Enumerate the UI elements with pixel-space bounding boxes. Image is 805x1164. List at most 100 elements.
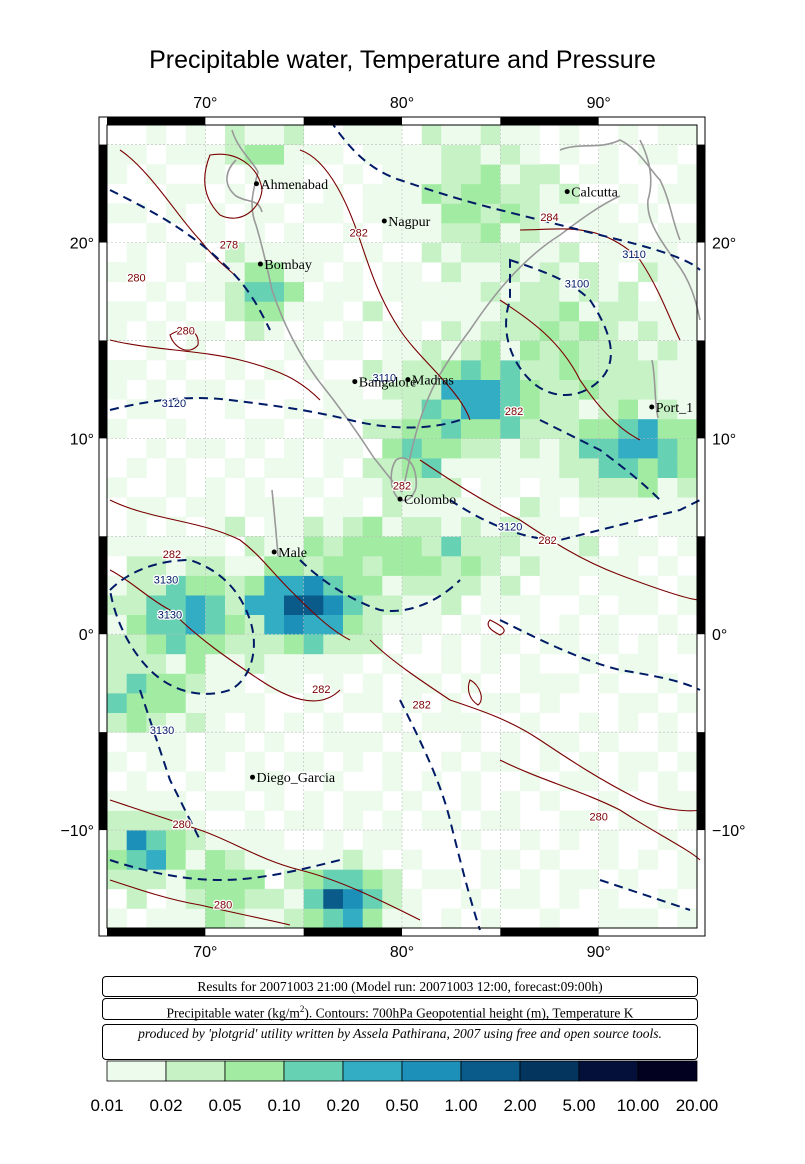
precipitable-water-cell <box>520 360 541 380</box>
precipitable-water-cell <box>500 849 521 870</box>
precipitable-water-cell <box>185 869 206 890</box>
frame-segment <box>99 340 107 439</box>
precipitable-water-cell <box>402 555 423 576</box>
precipitable-water-cell <box>166 418 187 439</box>
precipitable-water-cell <box>677 438 698 459</box>
precipitable-water-cell <box>598 438 619 459</box>
precipitable-water-cell <box>421 438 442 459</box>
precipitable-water-cell <box>579 536 600 557</box>
precipitable-water-cell <box>107 673 128 694</box>
precipitable-water-cell <box>205 575 226 596</box>
precipitable-water-cell <box>382 771 403 792</box>
precipitable-water-cell <box>441 653 462 674</box>
precipitable-water-cell <box>500 360 521 380</box>
precipitable-water-cell <box>185 810 206 831</box>
precipitable-water-cell <box>441 516 462 537</box>
precipitable-water-cell <box>461 673 482 694</box>
precipitable-water-cell <box>441 125 462 145</box>
precipitable-water-cell <box>559 810 580 831</box>
precipitable-water-cell <box>323 242 344 263</box>
precipitable-water-cell <box>539 281 560 302</box>
precipitable-water-cell <box>244 497 265 518</box>
precipitable-water-cell <box>441 751 462 772</box>
precipitable-water-cell <box>205 222 226 243</box>
lat-tick-label: 20° <box>70 236 94 253</box>
precipitable-water-cell <box>638 536 659 557</box>
precipitable-water-cell <box>284 634 305 655</box>
precipitable-water-cell <box>500 262 521 283</box>
precipitable-water-cell <box>677 477 698 498</box>
precipitable-water-cell <box>126 144 147 165</box>
frame-segment <box>303 928 402 936</box>
precipitable-water-cell <box>185 771 206 792</box>
precipitable-water-cell <box>480 320 501 341</box>
contour-label: 282 <box>538 535 556 547</box>
precipitable-water-cell <box>638 634 659 655</box>
precipitable-water-cell <box>638 849 659 870</box>
precipitable-water-cell <box>323 849 344 870</box>
maldives <box>271 489 279 557</box>
precipitable-water-cell <box>657 614 678 635</box>
precipitable-water-cell <box>421 360 442 380</box>
precipitable-water-cell <box>500 242 521 263</box>
precipitable-water-cell <box>421 516 442 537</box>
precipitable-water-cell <box>303 301 324 322</box>
precipitable-water-cell <box>362 242 383 263</box>
lat-tick-label: −10° <box>712 823 746 840</box>
map-frame <box>98 116 706 937</box>
precipitable-water-cell <box>441 320 462 341</box>
precipitable-water-cell <box>421 144 442 165</box>
precipitable-water-cell <box>244 908 265 929</box>
precipitable-water-cell <box>185 320 206 341</box>
colorbar-tick-label: 0.50 <box>385 1096 419 1115</box>
contour-label: 284 <box>540 212 558 224</box>
precipitable-water-cell <box>126 732 147 753</box>
precipitable-water-cell <box>657 144 678 165</box>
precipitable-water-cell <box>677 595 698 615</box>
precipitable-water-cell <box>382 497 403 518</box>
precipitable-water-cell <box>303 869 324 890</box>
precipitable-water-cell <box>480 653 501 674</box>
precipitable-water-cell <box>185 830 206 851</box>
precipitable-water-cell <box>539 183 560 204</box>
precipitable-water-cell <box>441 301 462 322</box>
precipitable-water-cell <box>480 908 501 929</box>
frame-segment <box>500 117 599 125</box>
precipitable-water-cell <box>323 595 344 615</box>
precipitable-water-cell <box>421 125 442 145</box>
contour-label: 280 <box>214 899 232 911</box>
precipitable-water-cell <box>657 183 678 204</box>
precipitable-water-cell <box>185 438 206 459</box>
precipitable-water-cell <box>441 536 462 557</box>
precipitable-water-cell <box>166 888 187 909</box>
precipitable-water-cell <box>244 595 265 615</box>
precipitable-water-cell <box>382 712 403 733</box>
precipitable-water-cell <box>362 614 383 635</box>
precipitable-water-cell <box>343 732 364 753</box>
precipitable-water-cell <box>146 908 167 929</box>
precipitable-water-cell <box>303 634 324 655</box>
precipitable-water-cell <box>126 516 147 537</box>
precipitable-water-cell <box>284 712 305 733</box>
precipitable-water-cell <box>402 379 423 400</box>
precipitable-water-cell <box>185 497 206 518</box>
precipitable-water-cell <box>677 497 698 518</box>
precipitable-water-cell <box>480 634 501 655</box>
precipitable-water-cell <box>421 497 442 518</box>
precipitable-water-cell <box>520 653 541 674</box>
precipitable-water-cell <box>657 771 678 792</box>
precipitable-water-cell <box>559 438 580 459</box>
colorbar-tick-label: 0.10 <box>267 1096 301 1115</box>
precipitable-water-cell <box>657 732 678 753</box>
precipitable-water-cell <box>166 790 187 811</box>
precipitable-water-cell <box>421 575 442 596</box>
precipitable-water-cell <box>520 497 541 518</box>
precipitable-water-cell <box>520 888 541 909</box>
precipitable-water-cell <box>166 693 187 713</box>
precipitable-water-cell <box>343 438 364 459</box>
precipitable-water-cell <box>618 536 639 557</box>
contour-label: 282 <box>312 684 330 696</box>
precipitable-water-cell <box>598 144 619 165</box>
precipitable-water-cell <box>677 164 698 185</box>
precipitable-water-cell <box>461 222 482 243</box>
